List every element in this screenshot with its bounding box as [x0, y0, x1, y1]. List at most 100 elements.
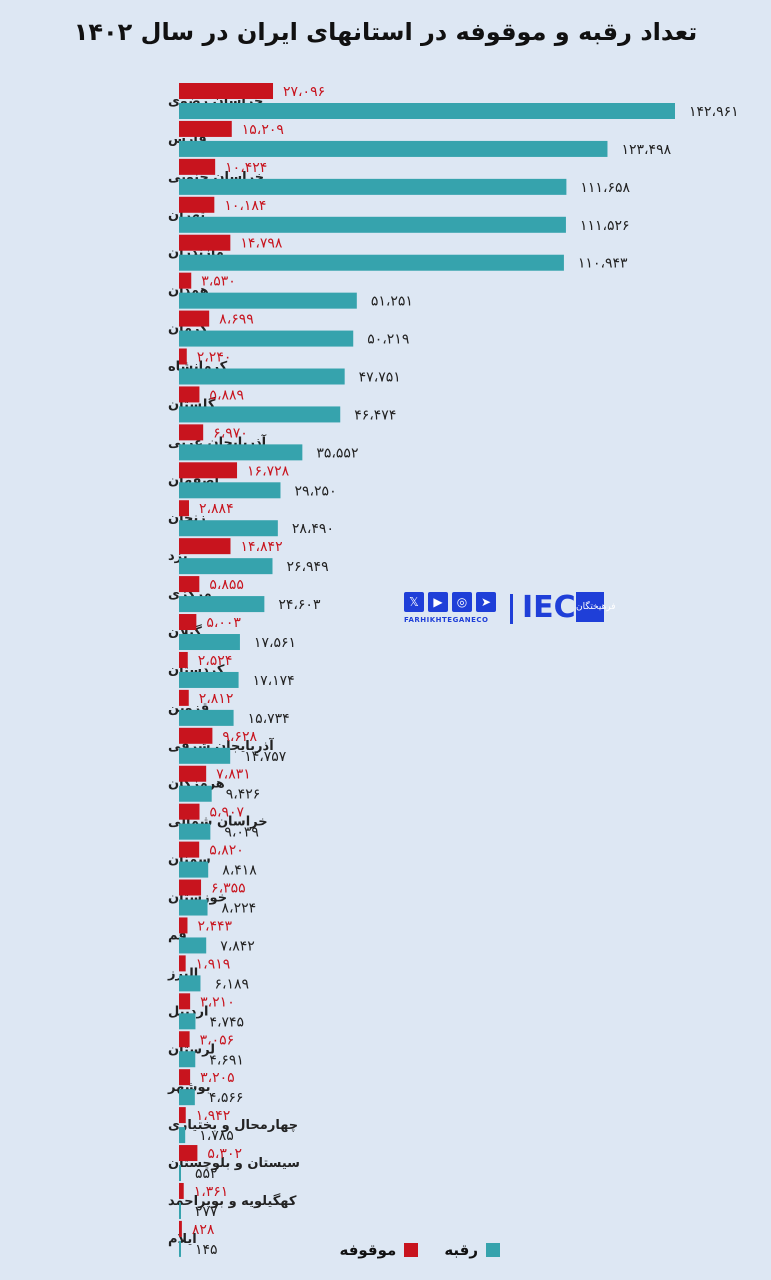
brand-handle: FARHIKHTEGANECO: [404, 616, 489, 624]
bar-mowqufeh: [179, 83, 274, 99]
category-label: بوشهر: [167, 1080, 211, 1095]
bar-mowqufeh: [179, 689, 189, 706]
brand-mark: IEC: [522, 590, 576, 625]
bar-raqabeh: [179, 444, 303, 461]
bar-mowqufeh: [179, 234, 231, 251]
category-label: چهارمحال و بختیاری: [168, 1118, 298, 1133]
bar-raqabeh: [179, 292, 357, 309]
brand-seal: فرهیختگان: [576, 592, 616, 622]
bar-raqabeh: [179, 1013, 196, 1030]
data-label-mowqufeh: ۲،۸۸۴: [199, 501, 234, 517]
legend-item-raqabeh: رقبه: [444, 1241, 500, 1259]
data-label-raqabeh: ۲۴،۶۰۳: [278, 597, 321, 613]
data-label-mowqufeh: ۵،۹۰۷: [209, 805, 244, 821]
data-label-mowqufeh: ۶،۳۵۵: [211, 881, 246, 897]
data-label-raqabeh: ۲۸،۴۹۰: [292, 521, 334, 537]
data-label-raqabeh: ۵۱،۲۵۱: [371, 294, 413, 310]
legend-label-raqabeh: رقبه: [444, 1241, 478, 1259]
data-label-mowqufeh: ۲،۲۴۰: [197, 350, 232, 366]
bar-raqabeh: [179, 520, 278, 537]
data-label-raqabeh: ۵۰،۲۱۹: [367, 332, 409, 348]
bar-raqabeh: [179, 558, 273, 575]
data-label-mowqufeh: ۷،۸۳۱: [216, 767, 251, 783]
data-label-mowqufeh: ۳،۲۱۰: [200, 994, 235, 1010]
bar-mowqufeh: [179, 841, 200, 858]
instagram-icon: ◎: [452, 592, 472, 612]
data-label-raqabeh: ۲۶،۹۴۹: [286, 559, 328, 575]
data-label-raqabeh: ۱۵،۷۳۴: [248, 711, 290, 727]
x-icon: 𝕏: [404, 592, 424, 612]
data-label-raqabeh: ۱۷،۵۶۱: [254, 635, 296, 651]
category-label: ایلام: [168, 1232, 197, 1247]
bar-mowqufeh: [179, 348, 187, 365]
bar-mowqufeh: [179, 120, 232, 137]
bar-raqabeh: [179, 1202, 181, 1219]
bar-mowqufeh: [179, 1220, 182, 1237]
data-label-raqabeh: ۷،۸۴۲: [220, 938, 255, 954]
data-label-raqabeh: ۱۱۱،۶۵۸: [580, 180, 630, 196]
bar-mowqufeh: [179, 462, 238, 479]
bar-mowqufeh: [179, 1107, 186, 1124]
data-label-raqabeh: ۹،۰۳۹: [224, 825, 259, 841]
bar-raqabeh: [179, 103, 675, 119]
bar-mowqufeh: [179, 1182, 184, 1199]
category-label: سیستان و بلوچستان: [168, 1156, 300, 1171]
bar-raqabeh: [179, 1165, 181, 1182]
data-label-raqabeh: ۱۱۱،۵۲۶: [580, 218, 630, 234]
bar-raqabeh: [179, 178, 567, 195]
data-label-raqabeh: ۱۴،۷۵۷: [244, 749, 287, 765]
bar-mowqufeh: [179, 424, 204, 441]
bar-mowqufeh: [179, 917, 188, 934]
bar-mowqufeh: [179, 386, 200, 403]
data-label-mowqufeh: ۱۴،۷۹۸: [240, 236, 283, 252]
data-label-mowqufeh: ۵،۸۵۵: [209, 577, 244, 593]
bar-raqabeh: [179, 216, 566, 233]
data-label-raqabeh: ۴۷،۷۵۱: [359, 370, 401, 386]
data-label-raqabeh: ۴،۷۴۵: [209, 1014, 244, 1030]
data-label-mowqufeh: ۱۰،۴۲۴: [225, 160, 267, 176]
data-label-raqabeh: ۲۷۷: [195, 1204, 218, 1220]
bar-raqabeh: [179, 482, 281, 499]
bar-raqabeh: [179, 747, 231, 764]
data-label-mowqufeh: ۱۴،۸۴۲: [240, 539, 282, 555]
bar-raqabeh: [179, 861, 209, 878]
data-label-raqabeh: ۱۴۵: [195, 1242, 218, 1258]
data-label-raqabeh: ۴،۵۶۶: [209, 1090, 244, 1106]
legend-swatch-raqabeh: [486, 1243, 500, 1257]
data-label-raqabeh: ۹،۴۲۶: [226, 787, 261, 803]
data-label-mowqufeh: ۱،۹۱۹: [196, 956, 231, 972]
bar-mowqufeh: [179, 879, 202, 896]
bar-raqabeh: [179, 823, 211, 840]
bar-raqabeh: [179, 254, 564, 271]
data-label-mowqufeh: ۱،۹۴۲: [196, 1108, 231, 1124]
data-label-mowqufeh: ۱۵،۲۰۹: [242, 122, 284, 138]
category-label: اردبیل: [168, 1004, 208, 1019]
bar-mowqufeh: [179, 1069, 191, 1086]
bar-raqabeh: [179, 368, 345, 385]
data-label-mowqufeh: ۵،۰۰۳: [206, 615, 241, 631]
data-label-raqabeh: ۱،۷۸۵: [199, 1128, 234, 1144]
data-label-raqabeh: ۳۵،۵۵۲: [316, 445, 358, 461]
brand-logo: 𝕏 ▶ ◎ ➤ FARHIKHTEGANECO IEC فرهیختگان: [404, 590, 616, 634]
category-label: کهگیلویه و بویراحمد: [168, 1193, 297, 1209]
bar-raqabeh: [179, 975, 201, 992]
bar-mowqufeh: [179, 727, 213, 744]
bar-raqabeh: [179, 785, 212, 802]
bar-mowqufeh: [179, 803, 200, 820]
bar-mowqufeh: [179, 310, 210, 327]
data-label-raqabeh: ۲۹،۲۵۰: [294, 483, 336, 499]
data-label-mowqufeh: ۶،۹۷۰: [213, 425, 248, 441]
bar-mowqufeh: [179, 765, 207, 782]
chart-title: تعداد رقبه و موقوفه در استانهای ایران در…: [73, 18, 698, 46]
data-label-mowqufeh: ۲،۸۱۲: [199, 691, 234, 707]
bar-raqabeh: [179, 671, 239, 688]
bar-raqabeh: [179, 634, 240, 651]
legend-label-mowqufeh: موقوفه: [339, 1241, 397, 1259]
data-label-mowqufeh: ۳،۰۵۶: [200, 1032, 235, 1048]
data-label-raqabeh: ۱۴۲،۹۶۱: [689, 104, 739, 120]
data-label-raqabeh: ۸،۲۲۴: [222, 901, 257, 917]
bar-mowqufeh: [179, 614, 197, 631]
bar-raqabeh: [179, 140, 608, 157]
bar-mowqufeh: [179, 955, 186, 972]
